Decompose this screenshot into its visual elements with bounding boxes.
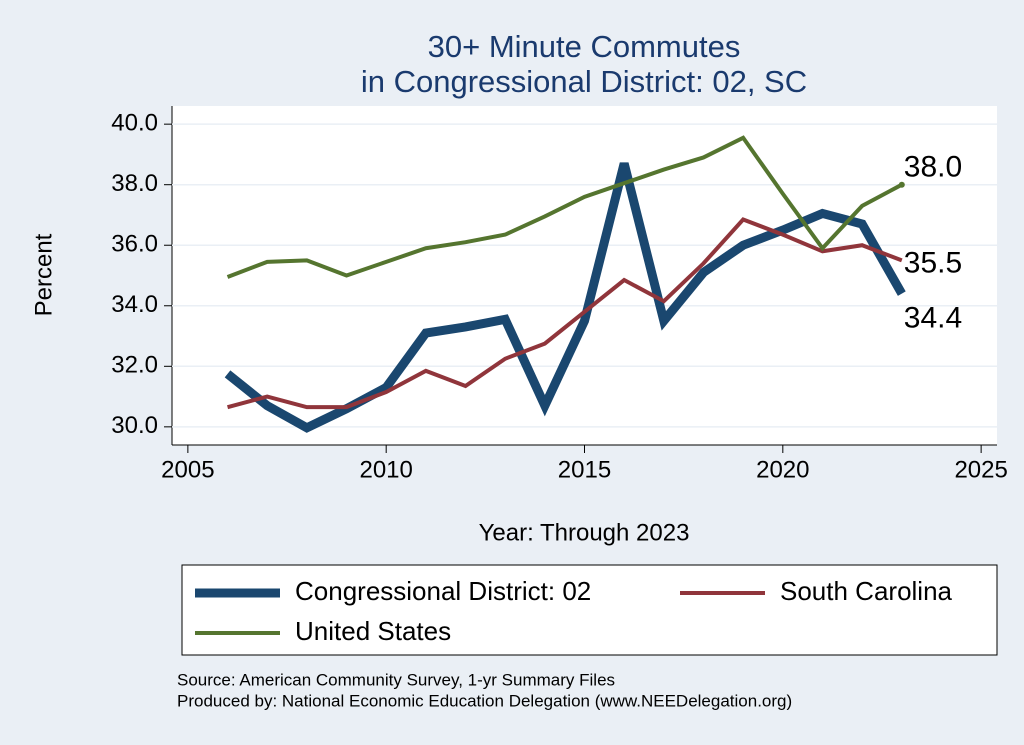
end-label: 38.0 [904,151,962,184]
x-tick-label: 2005 [161,456,214,483]
y-tick-label: 30.0 [111,412,158,439]
series-line [227,217,903,410]
legend [181,564,998,656]
y-tick-label: 34.0 [111,291,158,318]
chart-title: 30+ Minute Commutes [428,29,741,64]
plot-area [172,106,997,445]
source-note: Produced by: National Economic Education… [177,691,792,710]
legend-label: South Carolina [780,576,953,606]
source-note: Source: American Community Survey, 1-yr … [177,670,615,689]
end-label: 34.4 [904,302,962,335]
end-marker [898,181,905,188]
y-tick-label: 32.0 [111,352,158,379]
x-tick-label: 2010 [359,456,412,483]
end-label: 35.5 [904,246,962,279]
chart-title: in Congressional District: 02, SC [361,64,807,99]
x-tick-label: 2020 [756,456,809,483]
x-tick-label: 2025 [954,456,1007,483]
x-tick-label: 2015 [558,456,611,483]
y-tick-label: 38.0 [111,170,158,197]
legend-label: United States [295,616,451,646]
x-axis-title: Year: Through 2023 [479,519,690,546]
series-line [224,162,906,433]
y-tick-label: 36.0 [111,231,158,258]
legend-label: Congressional District: 02 [295,576,591,606]
y-axis-title: Percent [30,233,57,316]
y-tick-label: 40.0 [111,110,158,137]
series-line [226,135,903,279]
